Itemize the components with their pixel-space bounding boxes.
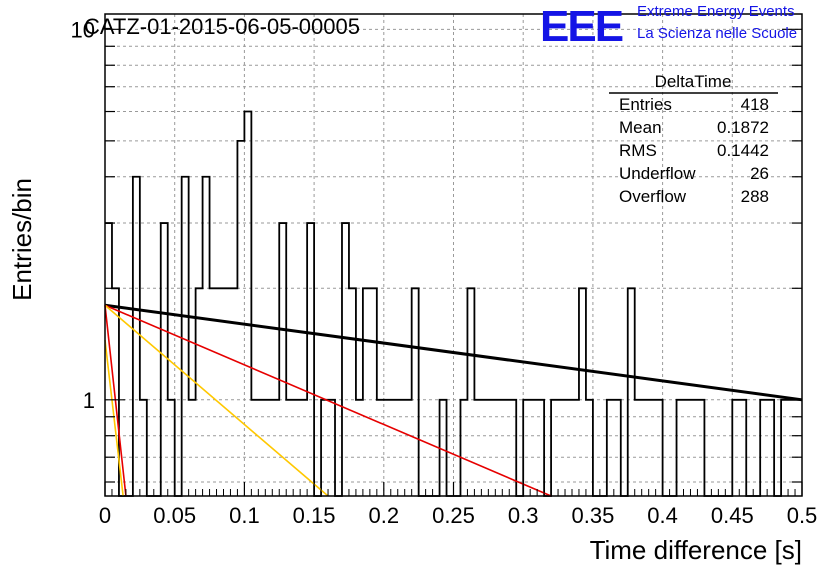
grid-layer <box>105 14 802 496</box>
x-tick-label: 0.2 <box>369 503 400 528</box>
x-tick-label: 0.35 <box>571 503 614 528</box>
histogram-bin <box>628 288 635 496</box>
eee-logo-line2: La Scienza nelle Scuole <box>637 25 797 42</box>
run-title: CATZ-01-2015-06-05-00005 <box>84 14 360 39</box>
stats-label: RMS <box>619 141 657 160</box>
stats-title: DeltaTime <box>655 72 732 91</box>
histogram-bin <box>182 177 189 496</box>
x-tick-label: 0.05 <box>153 503 196 528</box>
histogram-bin <box>203 177 210 496</box>
stats-label: Mean <box>619 118 662 137</box>
x-tick-label: 0.5 <box>787 503 818 528</box>
histogram-bin <box>133 177 140 496</box>
histogram-bin <box>349 288 356 496</box>
y-tick-label: 10 <box>71 17 95 42</box>
histogram-bin <box>363 288 370 496</box>
stats-label: Overflow <box>619 187 687 206</box>
x-tick-label: 0.25 <box>432 503 475 528</box>
x-tick-label: 0.3 <box>508 503 539 528</box>
stats-value: 288 <box>741 187 769 206</box>
histogram-bin <box>342 223 349 496</box>
histogram-bin <box>161 223 168 496</box>
x-tick-label: 0.4 <box>647 503 678 528</box>
histogram-bin <box>244 112 251 496</box>
histogram-bin <box>579 288 586 496</box>
fit-curve <box>104 303 803 402</box>
fit-curve <box>104 304 329 497</box>
y-tick-label: 1 <box>83 388 95 413</box>
x-tick-label: 0 <box>99 503 111 528</box>
stats-value: 0.1442 <box>717 141 769 160</box>
x-tick-label: 0.15 <box>293 503 336 528</box>
eee-logo: EEE Extreme Energy Events La Scienza nel… <box>540 2 797 51</box>
fit-curves-layer <box>104 303 803 497</box>
x-tick-label: 0.1 <box>229 503 260 528</box>
histogram-bin <box>467 288 474 496</box>
fit-curve <box>104 305 127 497</box>
stats-rows: Entries 418 Mean 0.1872 RMS 0.1442 Underflow 26… <box>619 95 769 206</box>
stats-value: 0.1872 <box>717 118 769 137</box>
eee-logo-text: EEE <box>540 2 623 51</box>
stats-label: Entries <box>619 95 672 114</box>
axis-ticks-layer: 0 0.05 0.1 0.15 0.2 0.25 0.3 0.35 0.4 0.45 0.5 1 10 <box>71 17 818 528</box>
stats-value: 418 <box>741 95 769 114</box>
histogram-bin <box>237 141 244 496</box>
histogram-bin <box>370 288 377 496</box>
histogram-bin <box>307 223 314 496</box>
eee-logo-line1: Extreme Energy Events <box>637 3 795 20</box>
histogram-bin <box>112 288 119 496</box>
stats-label: Underflow <box>619 164 696 183</box>
stats-box: DeltaTime Entries 418 Mean 0.1872 RMS 0.1442 U… <box>609 72 778 206</box>
x-tick-label: 0.45 <box>711 503 754 528</box>
histogram-bin <box>412 288 419 496</box>
x-axis-label: Time difference [s] <box>590 535 802 565</box>
stats-value: 26 <box>750 164 769 183</box>
histogram-bin <box>223 288 230 496</box>
histogram-bin <box>230 288 237 496</box>
y-axis-label: Entries/bin <box>7 178 37 301</box>
fit-curve <box>104 304 552 497</box>
fit-curve <box>104 339 124 497</box>
